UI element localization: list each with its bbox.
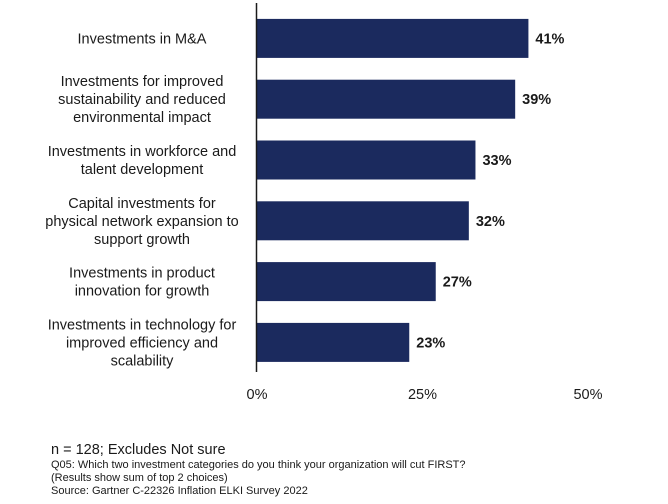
bar-value-label: 23%: [416, 335, 445, 351]
sample-size-note: n = 128; Excludes Not sure: [51, 442, 226, 458]
category-label: Investments for improved sustainability a…: [58, 74, 226, 126]
bar-value-label: 33%: [482, 153, 511, 169]
question-note: Q05: Which two investment categories do …: [51, 459, 466, 471]
x-tick-label: 0%: [247, 387, 268, 403]
bar-value-label: 41%: [535, 31, 564, 47]
bar: [257, 79, 516, 119]
bar-chart: 41% Investments in M&A 39% Investments for …: [45, 3, 603, 403]
x-tick-label: 25%: [408, 387, 437, 403]
bar: [257, 322, 410, 362]
bar-value-label: 32%: [476, 214, 505, 230]
category-label: Capital investments for physical network …: [45, 196, 238, 248]
footnotes: n = 128; Excludes Not sure Q05: Which tw…: [51, 441, 651, 498]
bar: [257, 140, 476, 180]
bar-value-label: 27%: [443, 275, 472, 291]
results-note: (Results show sum of top 2 choices): [51, 472, 228, 484]
category-label: Investments in workforce and talent devel…: [48, 144, 237, 178]
category-label: Investments in technology for improved ef…: [48, 317, 237, 369]
bar: [257, 18, 529, 58]
category-label: Investments in M&A: [78, 31, 207, 47]
bar-value-label: 39%: [522, 92, 551, 108]
bar: [257, 262, 436, 302]
x-tick-label: 50%: [573, 387, 602, 403]
source-note: Source: Gartner C-22326 Inflation ELKI S…: [51, 485, 308, 497]
bar: [257, 201, 469, 241]
category-label: Investments in product innovation for gro…: [69, 266, 215, 300]
